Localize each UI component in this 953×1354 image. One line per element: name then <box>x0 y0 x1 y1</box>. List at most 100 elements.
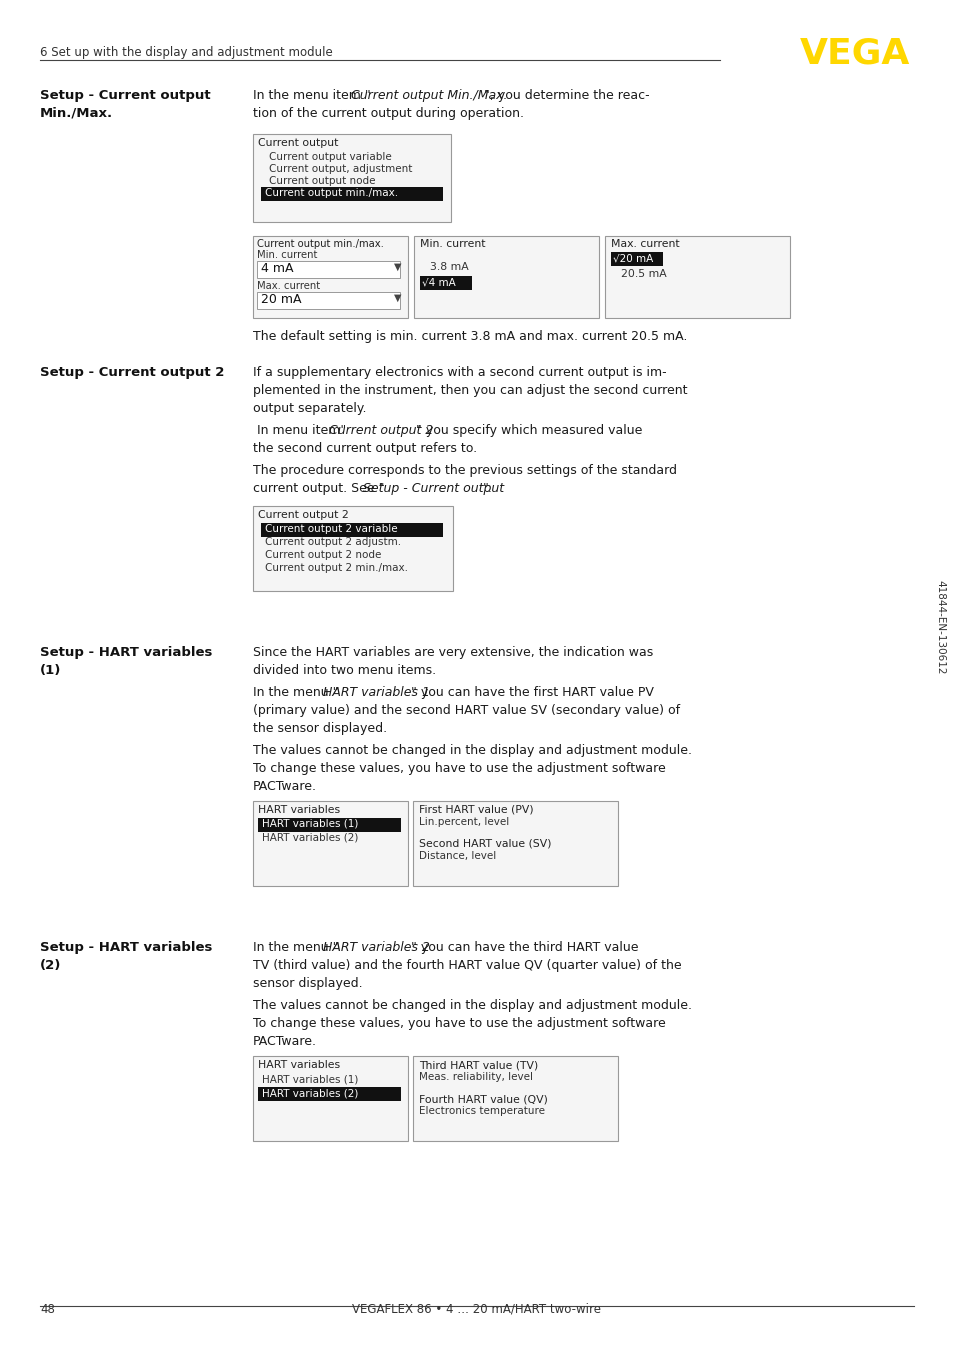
Text: Min. current: Min. current <box>419 240 485 249</box>
Bar <box>261 187 442 200</box>
Text: Setup - HART variables: Setup - HART variables <box>40 941 213 955</box>
Text: Third HART value (TV): Third HART value (TV) <box>418 1060 537 1070</box>
Text: To change these values, you have to use the adjustment software: To change these values, you have to use … <box>253 1017 665 1030</box>
Text: Current output 2 variable: Current output 2 variable <box>265 524 397 533</box>
Text: Min. current: Min. current <box>256 250 317 260</box>
Bar <box>256 261 399 278</box>
Text: √20 mA: √20 mA <box>613 253 653 263</box>
Bar <box>261 523 442 538</box>
Text: Electronics temperature: Electronics temperature <box>418 1106 544 1116</box>
Text: Max. current: Max. current <box>256 282 320 291</box>
Text: HART variables (2): HART variables (2) <box>262 833 358 844</box>
Text: 4 mA: 4 mA <box>261 263 294 275</box>
Text: Current output 2 adjustm.: Current output 2 adjustm. <box>265 538 400 547</box>
Text: First HART value (PV): First HART value (PV) <box>418 806 533 815</box>
Text: Current output 2: Current output 2 <box>257 510 349 520</box>
Bar <box>253 236 408 318</box>
Text: Current output variable: Current output variable <box>269 152 392 162</box>
Text: Current output node: Current output node <box>269 176 375 185</box>
Text: current output. See ": current output. See " <box>253 482 384 496</box>
Text: Current output Min./Max.: Current output Min./Max. <box>351 89 507 102</box>
Text: Current output 2 min./max.: Current output 2 min./max. <box>265 563 408 573</box>
Text: ".: ". <box>482 482 493 496</box>
Text: HART variables (2): HART variables (2) <box>262 1089 358 1098</box>
Text: Meas. reliability, level: Meas. reliability, level <box>418 1072 533 1082</box>
Text: 20 mA: 20 mA <box>261 292 301 306</box>
Text: Max. current: Max. current <box>610 240 679 249</box>
Text: VEGA: VEGA <box>799 37 909 70</box>
Text: Setup - HART variables: Setup - HART variables <box>40 646 213 659</box>
Text: 41844-EN-130612: 41844-EN-130612 <box>934 580 944 674</box>
Text: HART variables (1): HART variables (1) <box>262 1074 358 1085</box>
Text: In menu item": In menu item" <box>253 424 346 437</box>
Bar <box>610 252 662 265</box>
Text: " you can have the third HART value: " you can have the third HART value <box>411 941 638 955</box>
Text: To change these values, you have to use the adjustment software: To change these values, you have to use … <box>253 762 665 774</box>
Text: HART variables (1): HART variables (1) <box>262 819 358 829</box>
Text: The values cannot be changed in the display and adjustment module.: The values cannot be changed in the disp… <box>253 743 691 757</box>
Bar <box>413 802 618 886</box>
Bar <box>253 802 408 886</box>
Text: output separately.: output separately. <box>253 402 366 414</box>
Text: plemented in the instrument, then you can adjust the second current: plemented in the instrument, then you ca… <box>253 385 687 397</box>
Text: Distance, level: Distance, level <box>418 852 496 861</box>
Bar <box>256 292 399 309</box>
Text: (primary value) and the second HART value SV (secondary value) of: (primary value) and the second HART valu… <box>253 704 679 718</box>
Text: tion of the current output during operation.: tion of the current output during operat… <box>253 107 523 121</box>
Text: PACTware.: PACTware. <box>253 1034 316 1048</box>
Text: Fourth HART value (QV): Fourth HART value (QV) <box>418 1094 547 1104</box>
Text: HART variables 1: HART variables 1 <box>323 686 430 699</box>
Text: PACTware.: PACTware. <box>253 780 316 793</box>
Bar <box>419 276 472 290</box>
Text: ▼: ▼ <box>394 263 401 272</box>
Text: Second HART value (SV): Second HART value (SV) <box>418 839 551 849</box>
Text: Current output: Current output <box>257 138 338 148</box>
Text: 3.8 mA: 3.8 mA <box>430 263 468 272</box>
Text: In the menu item ": In the menu item " <box>253 89 371 102</box>
Bar <box>253 1056 408 1141</box>
Text: √4 mA: √4 mA <box>421 278 456 287</box>
Text: " you can have the first HART value PV: " you can have the first HART value PV <box>411 686 653 699</box>
Text: The procedure corresponds to the previous settings of the standard: The procedure corresponds to the previou… <box>253 464 677 477</box>
Text: TV (third value) and the fourth HART value QV (quarter value) of the: TV (third value) and the fourth HART val… <box>253 959 680 972</box>
Text: sensor displayed.: sensor displayed. <box>253 978 362 990</box>
Bar <box>257 1087 400 1101</box>
Bar <box>253 134 451 222</box>
Text: 6 Set up with the display and adjustment module: 6 Set up with the display and adjustment… <box>40 46 333 60</box>
Text: 20.5 mA: 20.5 mA <box>620 269 666 279</box>
Bar <box>253 506 453 590</box>
Text: Setup - Current output: Setup - Current output <box>40 89 211 102</box>
Text: ▼: ▼ <box>394 292 401 303</box>
Text: Setup - Current output: Setup - Current output <box>363 482 503 496</box>
Text: Current output 2: Current output 2 <box>329 424 433 437</box>
Text: Current output min./max.: Current output min./max. <box>265 188 397 198</box>
Text: Lin.percent, level: Lin.percent, level <box>418 816 509 827</box>
Text: 48: 48 <box>40 1303 55 1316</box>
Text: Current output 2 node: Current output 2 node <box>265 550 381 561</box>
Text: HART variables 2: HART variables 2 <box>323 941 430 955</box>
Bar <box>604 236 789 318</box>
Text: divided into two menu items.: divided into two menu items. <box>253 663 436 677</box>
Text: The default setting is min. current 3.8 mA and max. current 20.5 mA.: The default setting is min. current 3.8 … <box>253 330 687 343</box>
Bar <box>414 236 598 318</box>
Text: If a supplementary electronics with a second current output is im-: If a supplementary electronics with a se… <box>253 366 666 379</box>
Text: (2): (2) <box>40 959 61 972</box>
Text: " you specify which measured value: " you specify which measured value <box>416 424 641 437</box>
Text: VEGAFLEX 86 • 4 … 20 mA/HART two-wire: VEGAFLEX 86 • 4 … 20 mA/HART two-wire <box>352 1303 601 1316</box>
Text: ", you determine the reac-: ", you determine the reac- <box>483 89 649 102</box>
Text: (1): (1) <box>40 663 61 677</box>
Text: Setup - Current output 2: Setup - Current output 2 <box>40 366 224 379</box>
Text: Current output min./max.: Current output min./max. <box>256 240 383 249</box>
Text: The values cannot be changed in the display and adjustment module.: The values cannot be changed in the disp… <box>253 999 691 1011</box>
Text: HART variables: HART variables <box>257 1060 340 1070</box>
Bar <box>257 818 400 831</box>
Text: Since the HART variables are very extensive, the indication was: Since the HART variables are very extens… <box>253 646 653 659</box>
Text: In the menu ": In the menu " <box>253 941 338 955</box>
Text: HART variables: HART variables <box>257 806 340 815</box>
Text: the sensor displayed.: the sensor displayed. <box>253 722 387 735</box>
Text: Min./Max.: Min./Max. <box>40 107 113 121</box>
Text: In the menu ": In the menu " <box>253 686 338 699</box>
Text: the second current output refers to.: the second current output refers to. <box>253 441 476 455</box>
Bar <box>413 1056 618 1141</box>
Text: Current output, adjustment: Current output, adjustment <box>269 164 412 175</box>
